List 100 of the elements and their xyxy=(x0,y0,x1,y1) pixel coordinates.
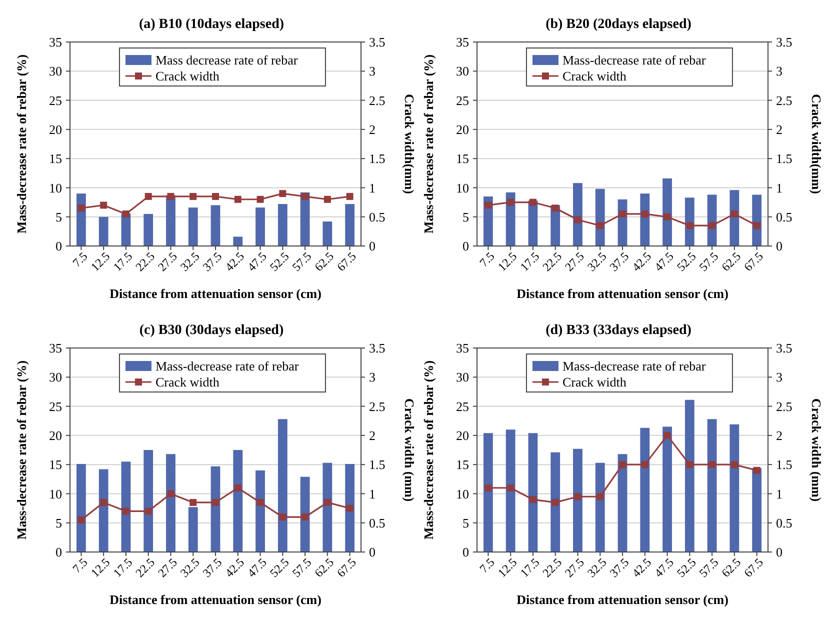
y2-tick-label: 1.5 xyxy=(369,151,386,166)
bar xyxy=(121,462,131,552)
point xyxy=(730,210,738,218)
legend-label: Mass decrease rate of rebar xyxy=(155,52,298,68)
y-tick-label: 20 xyxy=(456,122,469,137)
point xyxy=(484,202,492,209)
point xyxy=(552,204,559,212)
x-tick-label: 57.5 xyxy=(696,555,722,580)
point xyxy=(619,210,626,218)
x-tick-label: 17.5 xyxy=(517,249,542,274)
point xyxy=(279,514,286,521)
point xyxy=(144,192,152,200)
y-tick-label: 0 xyxy=(462,238,469,254)
x-tick-label: 32.5 xyxy=(584,555,610,580)
x-axis-title: Distance from attenuation sensor (cm) xyxy=(516,592,728,607)
x-tick-label: 22.5 xyxy=(132,249,158,274)
x-tick-label: 27.5 xyxy=(155,249,180,274)
point xyxy=(619,461,626,468)
x-axis-title: Distance from attenuation sensor (cm) xyxy=(516,286,728,301)
y2-axis-title: Crack width(mm) xyxy=(402,94,417,194)
x-tick-label: 32.5 xyxy=(177,555,202,580)
y2-tick-label: 0.5 xyxy=(776,515,792,530)
bar xyxy=(730,190,740,246)
point xyxy=(641,461,648,468)
point xyxy=(507,484,514,492)
bar xyxy=(322,462,332,552)
x-tick-label: 67.5 xyxy=(741,555,766,580)
y-tick-label: 35 xyxy=(456,340,469,356)
point xyxy=(641,210,648,218)
y2-tick-label: 3.5 xyxy=(369,34,386,50)
x-tick-label: 52.5 xyxy=(674,249,699,274)
bar xyxy=(76,464,86,552)
y2-tick-label: 0 xyxy=(369,238,376,254)
y-tick-label: 25 xyxy=(456,398,469,414)
point xyxy=(686,461,694,468)
y2-tick-label: 1.5 xyxy=(776,457,792,472)
y-tick-label: 20 xyxy=(49,122,62,137)
bar xyxy=(528,433,538,552)
bar xyxy=(188,507,198,552)
x-tick-label: 12.5 xyxy=(494,249,520,274)
x-tick-label: 37.5 xyxy=(606,555,632,580)
y2-tick-label: 1.5 xyxy=(369,457,386,472)
x-tick-label: 47.5 xyxy=(244,555,270,580)
y2-axis-title: Crack width (mm) xyxy=(809,398,824,502)
y2-tick-label: 0.5 xyxy=(776,209,792,224)
chart-title: (d) B33 (33days elapsed) xyxy=(546,323,692,338)
x-tick-label: 62.5 xyxy=(312,249,337,274)
y2-tick-label: 1 xyxy=(369,180,376,196)
x-axis-title: Distance from attenuation sensor (cm) xyxy=(110,286,322,301)
y2-tick-label: 2.5 xyxy=(776,398,792,414)
point xyxy=(324,498,331,506)
point xyxy=(574,216,582,224)
y2-tick-label: 3 xyxy=(369,370,376,385)
x-tick-label: 22.5 xyxy=(132,555,158,580)
x-tick-label: 62.5 xyxy=(718,249,744,274)
point xyxy=(484,484,492,492)
point xyxy=(324,196,331,203)
y-tick-label: 20 xyxy=(456,428,469,443)
x-tick-label: 7.5 xyxy=(476,555,498,576)
point xyxy=(346,504,354,512)
x-tick-label: 67.5 xyxy=(334,249,359,274)
bar xyxy=(573,448,582,552)
x-tick-label: 62.5 xyxy=(718,555,744,580)
x-tick-label: 22.5 xyxy=(540,249,564,274)
y-axis-title: Mass-decrease rate of rebar (%) xyxy=(14,54,29,234)
x-tick-label: 42.5 xyxy=(629,249,654,274)
x-tick-label: 52.5 xyxy=(266,555,292,580)
point xyxy=(529,198,536,206)
y-tick-label: 0 xyxy=(56,544,62,560)
bar xyxy=(707,419,717,552)
bar xyxy=(684,400,694,552)
x-tick-label: 7.5 xyxy=(70,249,90,270)
y-tick-label: 5 xyxy=(56,209,62,224)
bar xyxy=(345,464,355,552)
y2-tick-label: 2 xyxy=(776,122,782,137)
y-tick-label: 0 xyxy=(56,238,62,254)
point xyxy=(346,192,354,200)
bar xyxy=(662,178,672,246)
x-tick-label: 52.5 xyxy=(266,249,292,274)
point xyxy=(256,196,264,203)
x-tick-label: 57.5 xyxy=(696,249,722,274)
point xyxy=(234,196,242,203)
y2-axis-title: Crack width (mm) xyxy=(402,398,417,502)
x-tick-label: 62.5 xyxy=(312,555,337,580)
bar xyxy=(188,208,198,246)
x-tick-label: 22.5 xyxy=(540,555,564,580)
point xyxy=(596,493,604,500)
bar xyxy=(144,214,154,246)
point xyxy=(302,192,309,200)
y2-tick-label: 1 xyxy=(369,486,376,502)
x-tick-label: 67.5 xyxy=(334,555,359,580)
x-tick-label: 42.5 xyxy=(629,555,654,580)
point xyxy=(507,198,514,206)
bar xyxy=(98,216,108,246)
y2-tick-label: 3 xyxy=(369,64,376,79)
point xyxy=(552,498,559,506)
point xyxy=(167,490,174,498)
point xyxy=(122,210,130,218)
legend-label: Mass-decrease rate of rebar xyxy=(562,52,706,68)
bar xyxy=(166,195,176,246)
